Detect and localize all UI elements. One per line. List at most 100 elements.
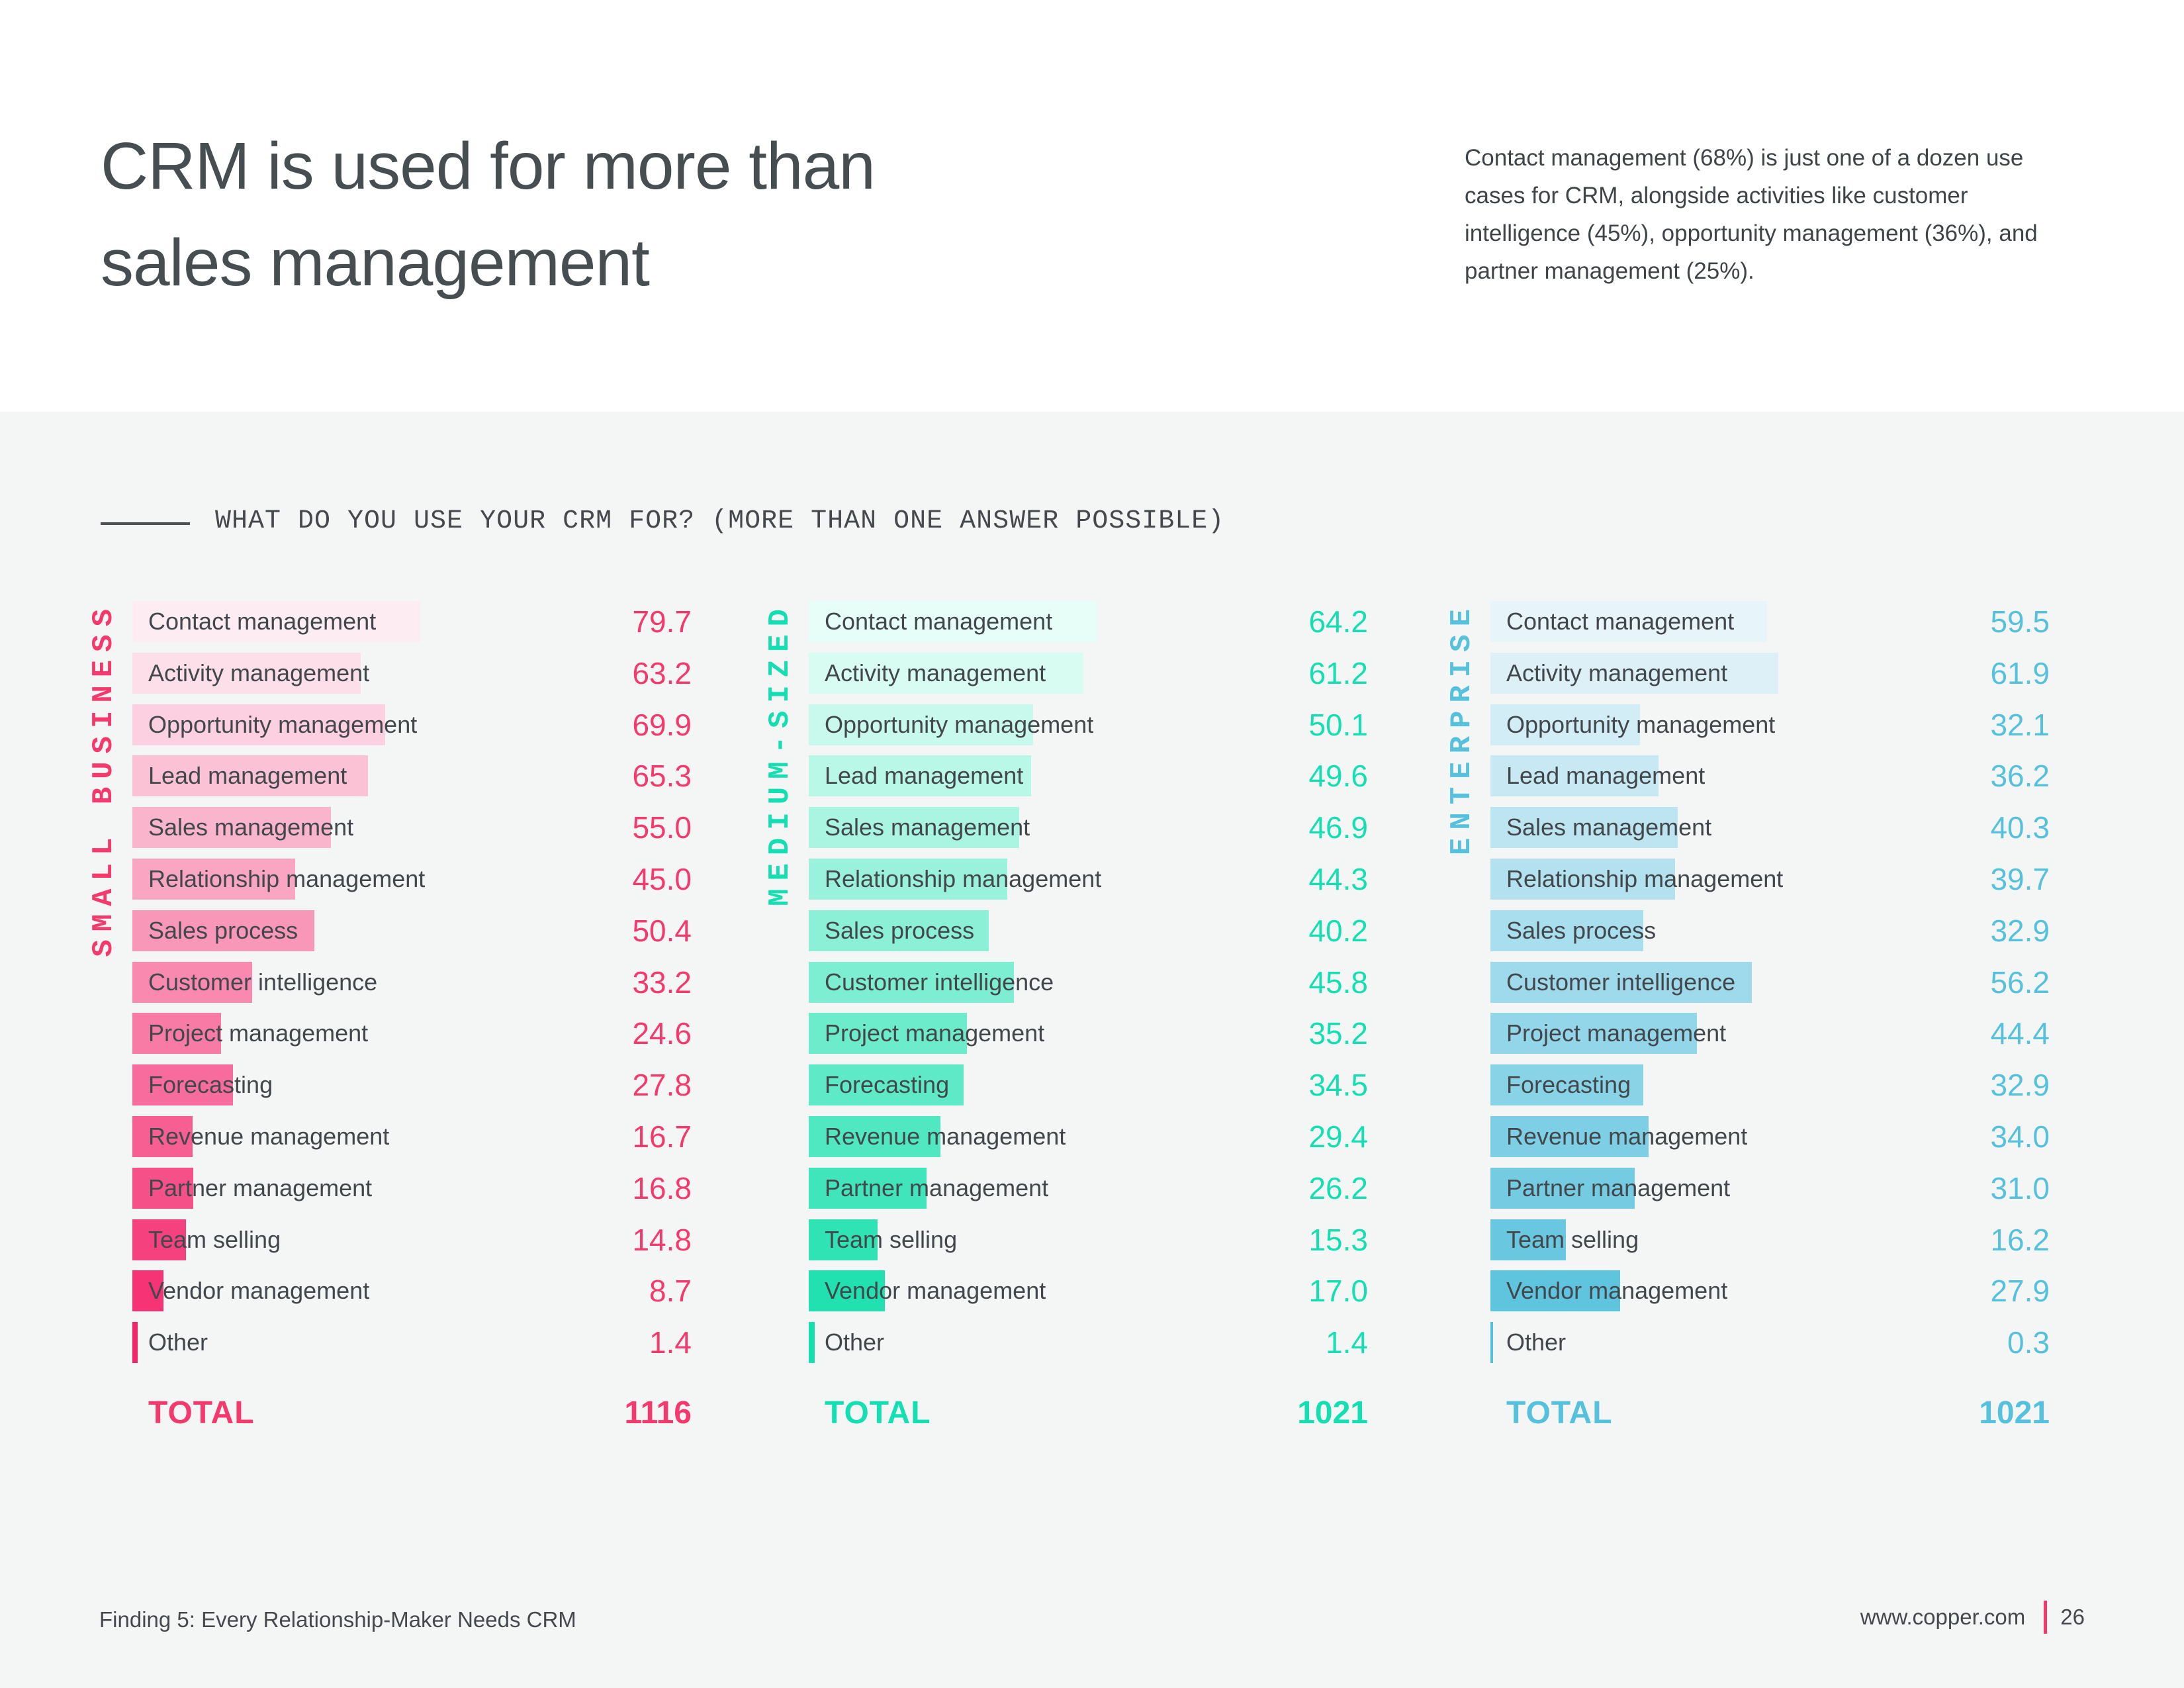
- bar: [132, 962, 252, 1003]
- bar-label: Forecasting: [825, 1071, 950, 1098]
- bar-row-project-management: Project management 24.6: [132, 1013, 692, 1054]
- bar: [1490, 1116, 1649, 1157]
- bar-value: 29.4: [1308, 1119, 1368, 1154]
- bar-row-opportunity-management: Opportunity management 69.9: [132, 704, 692, 745]
- bar: [1490, 704, 1640, 745]
- bar-value: 50.1: [1308, 708, 1368, 742]
- bar-value: 27.8: [632, 1068, 692, 1102]
- bar-row-relationship-management: Relationship management 44.3: [809, 859, 1368, 900]
- bar: [132, 1322, 138, 1363]
- bar-row-activity-management: Activity management 63.2: [132, 653, 692, 694]
- bar: [132, 755, 368, 796]
- bar: [1490, 1270, 1620, 1311]
- bar-label: Sales process: [825, 917, 975, 944]
- bar: [1490, 653, 1778, 694]
- bar-row-sales-process: Sales process 50.4: [132, 910, 692, 951]
- bar-value: 14.8: [632, 1223, 692, 1257]
- bar: [1490, 807, 1678, 848]
- bar-label: Revenue management: [825, 1123, 1066, 1150]
- bar-row-vendor-management: Vendor management 27.9: [1490, 1270, 2050, 1311]
- bar-value: 44.3: [1308, 862, 1368, 896]
- chart-columns: SMALL BUSINESS Contact management 79.7 Acti…: [0, 601, 2184, 1481]
- bar: [132, 1219, 186, 1260]
- bar-label: Lead management: [148, 762, 347, 789]
- bar: [1490, 1322, 1493, 1363]
- bar: [809, 1116, 940, 1157]
- bar-value: 16.8: [632, 1171, 692, 1205]
- total-label: TOTAL: [825, 1395, 931, 1430]
- bar-value: 17.0: [1308, 1274, 1368, 1308]
- bar-value: 63.2: [632, 656, 692, 690]
- bar-value: 40.2: [1308, 914, 1368, 948]
- total-value: 1021: [1979, 1395, 2050, 1430]
- bar-label: Other: [825, 1329, 885, 1356]
- vertical-label-medium-sized: MEDIUM-SIZED: [764, 601, 797, 906]
- bar-value: 16.2: [1990, 1223, 2050, 1257]
- total-row: TOTAL 1021: [1490, 1393, 2050, 1434]
- bar: [809, 1013, 967, 1054]
- bar-value: 45.0: [632, 862, 692, 896]
- bar-value: 1.4: [1326, 1325, 1368, 1360]
- bar-label: Sales management: [1506, 814, 1712, 841]
- bar: [132, 704, 385, 745]
- bar: [1490, 1013, 1697, 1054]
- bar-value: 1.4: [649, 1325, 692, 1360]
- bar-value: 64.2: [1308, 604, 1368, 639]
- bar-row-customer-intelligence: Customer intelligence 45.8: [809, 962, 1368, 1003]
- bar-label: Activity management: [148, 659, 370, 686]
- bar-label: Vendor management: [148, 1277, 370, 1304]
- bar-value: 36.2: [1990, 759, 2050, 793]
- bar-label: Vendor management: [825, 1277, 1046, 1304]
- bar-value: 16.7: [632, 1119, 692, 1154]
- bar-value: 27.9: [1990, 1274, 2050, 1308]
- bar-row-revenue-management: Revenue management 16.7: [132, 1116, 692, 1157]
- footer-site-url: www.copper.com: [1860, 1605, 2026, 1629]
- bar-label: Lead management: [825, 762, 1024, 789]
- bar-value: 0.3: [2007, 1325, 2050, 1360]
- bar-label: Lead management: [1506, 762, 1706, 789]
- footer-finding: Finding 5: Every Relationship-Maker Need…: [99, 1607, 576, 1632]
- bar-value: 59.5: [1990, 604, 2050, 639]
- bar-row-forecasting: Forecasting 27.8: [132, 1064, 692, 1105]
- bar-label: Customer intelligence: [1506, 968, 1736, 996]
- bar-value: 26.2: [1308, 1171, 1368, 1205]
- bar: [1490, 1064, 1643, 1105]
- bar-label: Forecasting: [148, 1071, 273, 1098]
- bar-value: 65.3: [632, 759, 692, 793]
- bar: [809, 962, 1014, 1003]
- bar-row-revenue-management: Revenue management 29.4: [809, 1116, 1368, 1157]
- bar-label: Customer intelligence: [148, 968, 378, 996]
- bar: [132, 910, 314, 951]
- bar-row-other: Other 1.4: [809, 1322, 1368, 1363]
- bar-label: Partner management: [825, 1174, 1049, 1201]
- bar-row-relationship-management: Relationship management 39.7: [1490, 859, 2050, 900]
- bar-row-forecasting: Forecasting 34.5: [809, 1064, 1368, 1105]
- bar-row-customer-intelligence: Customer intelligence 33.2: [132, 962, 692, 1003]
- page-title-line1: CRM is used for more than: [101, 129, 876, 203]
- bar: [1490, 1168, 1635, 1209]
- bar-value: 69.9: [632, 708, 692, 742]
- bar-value: 50.4: [632, 914, 692, 948]
- bar-row-sales-management: Sales management 46.9: [809, 807, 1368, 848]
- vertical-label-small-business: SMALL BUSINESS: [87, 601, 120, 957]
- bar-row-sales-management: Sales management 40.3: [1490, 807, 2050, 848]
- bar-label: Sales management: [825, 814, 1030, 841]
- bar-row-opportunity-management: Opportunity management 50.1: [809, 704, 1368, 745]
- bar: [1490, 859, 1675, 900]
- bar-label: Team selling: [1506, 1226, 1639, 1253]
- bar-row-team-selling: Team selling 14.8: [132, 1219, 692, 1260]
- bar-row-partner-management: Partner management 16.8: [132, 1168, 692, 1209]
- bar: [132, 1064, 233, 1105]
- bar-label: Revenue management: [1506, 1123, 1748, 1150]
- bar-label: Activity management: [1506, 659, 1728, 686]
- bar-label: Partner management: [148, 1174, 373, 1201]
- bar: [809, 601, 1097, 642]
- bar-label: Revenue management: [148, 1123, 390, 1150]
- footer-right: www.copper.com 26: [1860, 1601, 2085, 1634]
- bar-row-lead-management: Lead management 49.6: [809, 755, 1368, 796]
- bar-label: Customer intelligence: [825, 968, 1054, 996]
- total-label: TOTAL: [148, 1395, 255, 1430]
- intro-paragraph: Contact management (68%) is just one of …: [1465, 145, 2038, 284]
- bar: [809, 1064, 964, 1105]
- bar-label: Relationship management: [825, 865, 1102, 892]
